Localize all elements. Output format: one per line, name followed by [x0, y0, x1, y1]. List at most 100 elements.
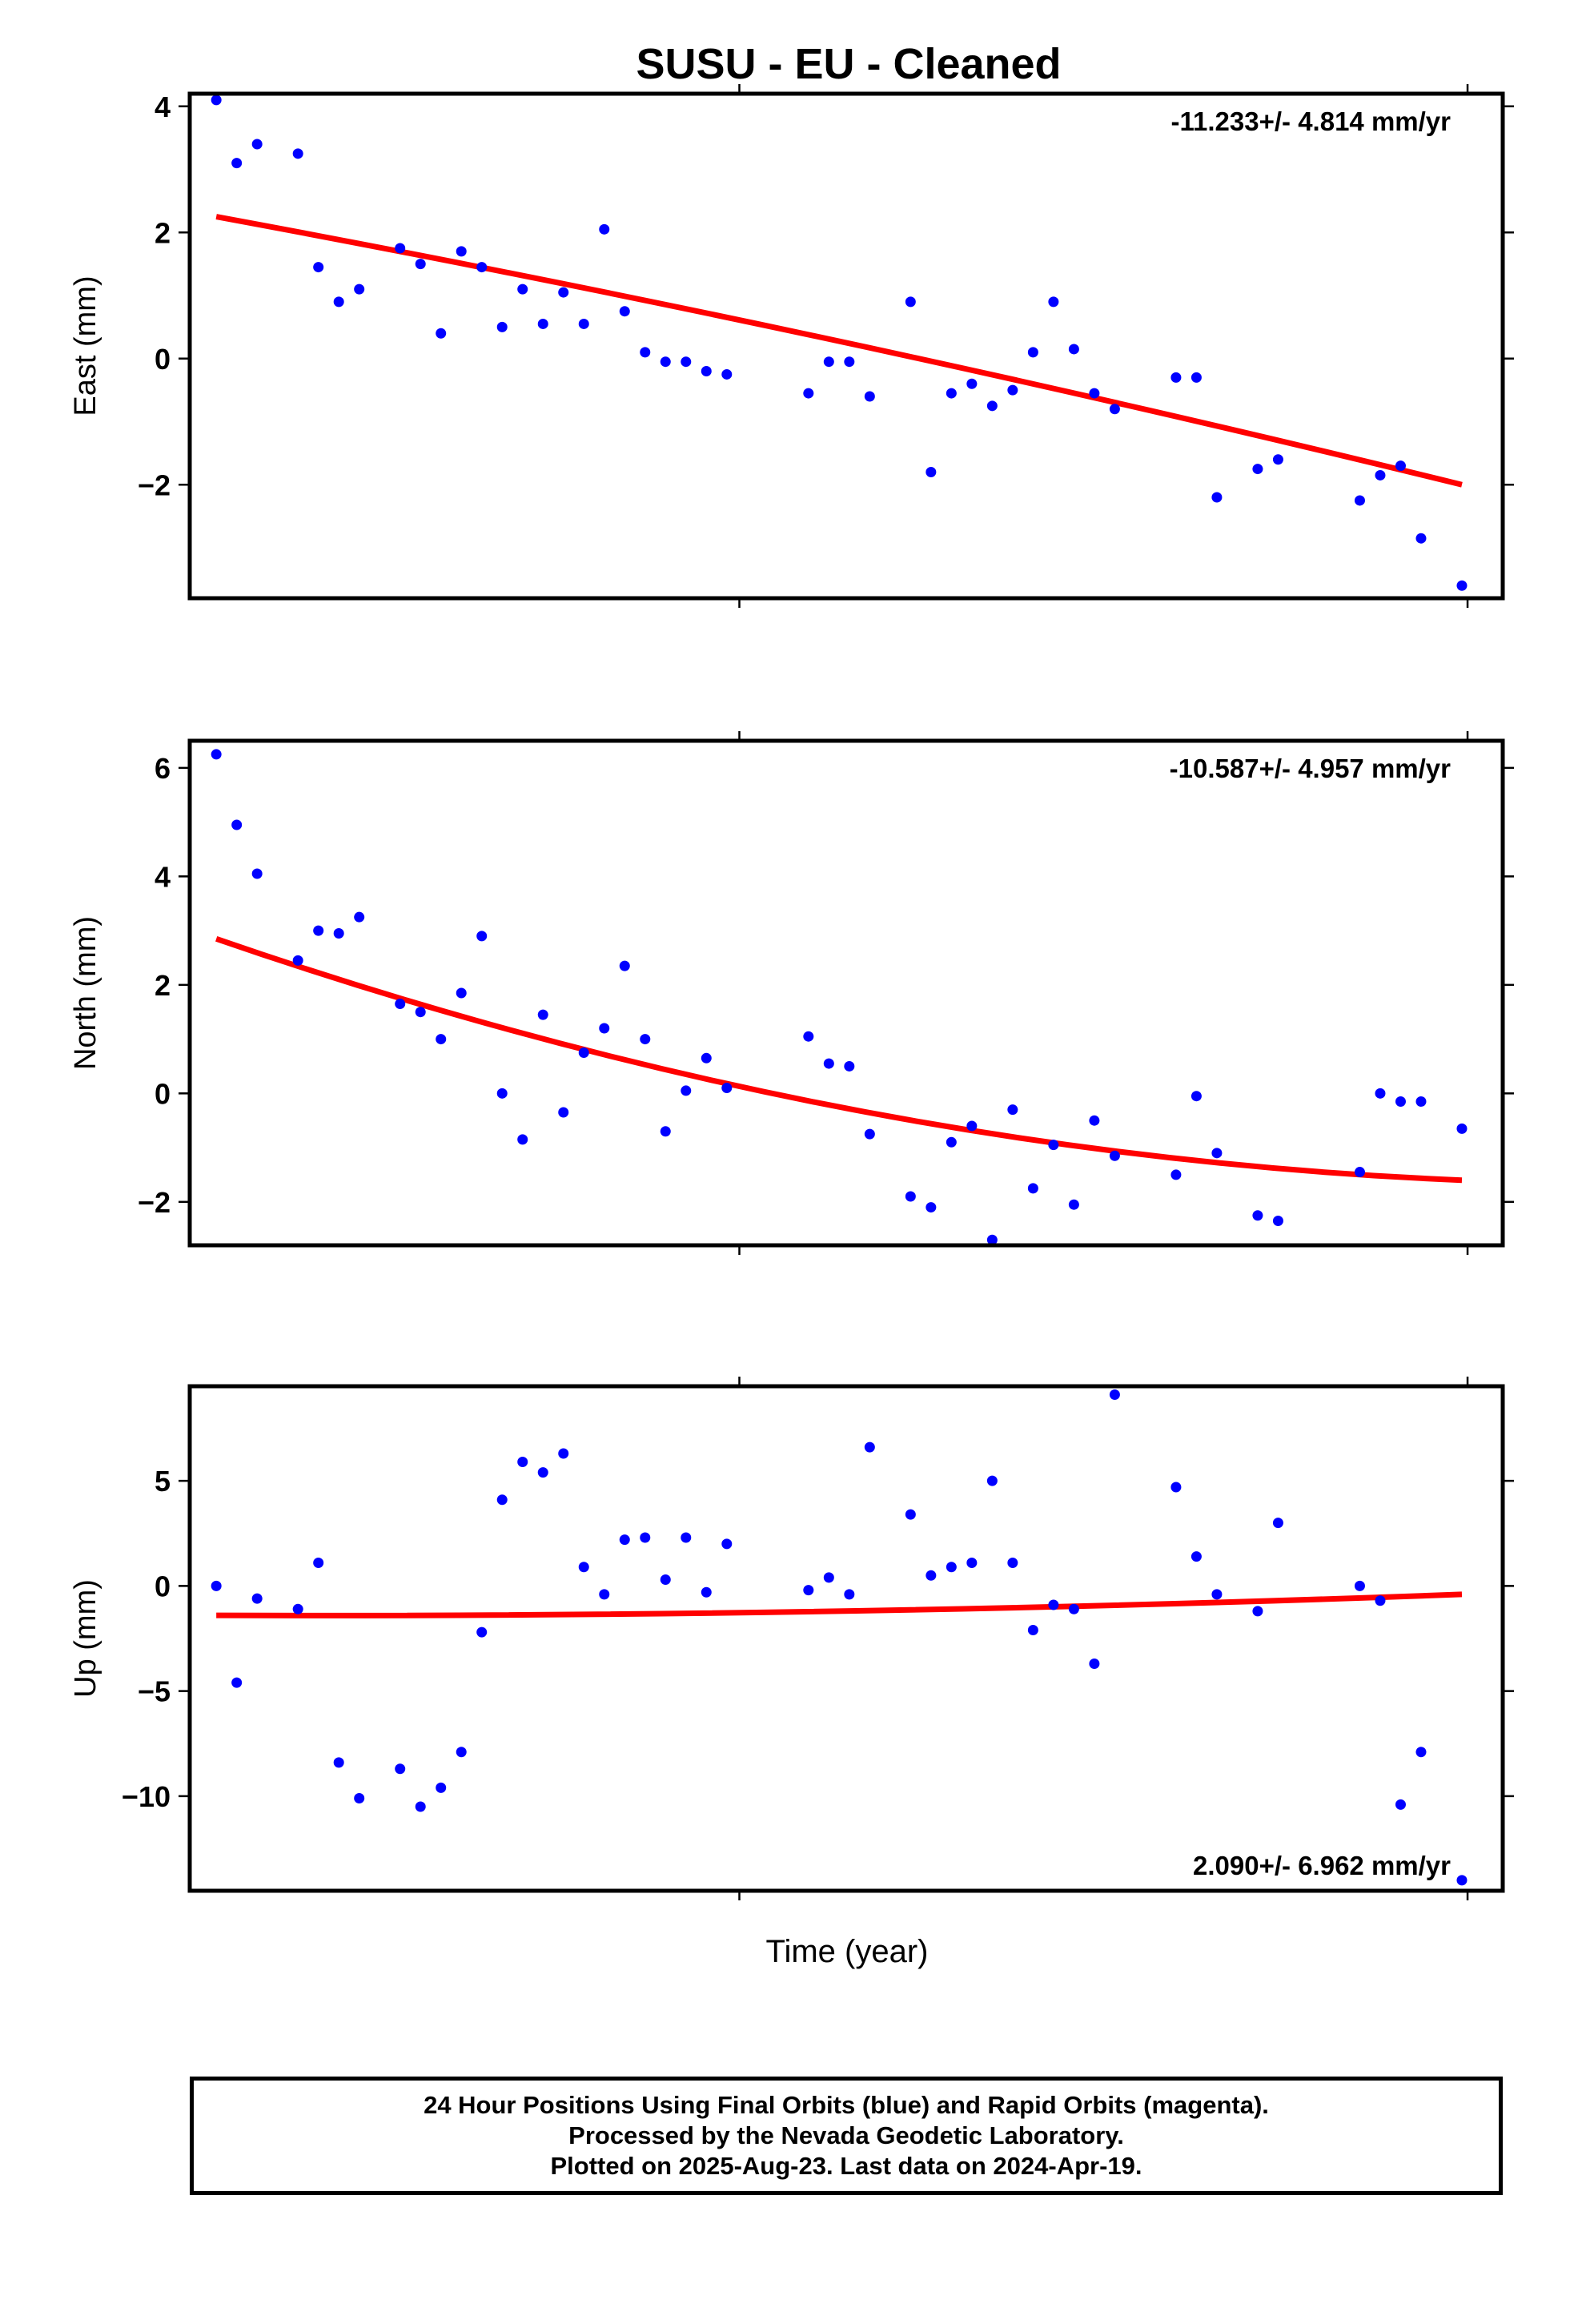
data-point — [681, 1085, 692, 1096]
data-point — [640, 1034, 651, 1045]
data-point — [537, 1009, 548, 1020]
data-point — [1252, 1606, 1263, 1617]
data-point — [803, 1585, 814, 1596]
data-point — [517, 283, 528, 295]
data-point — [660, 356, 671, 368]
y-tick-label: 0 — [155, 1077, 171, 1110]
data-point — [1456, 1123, 1468, 1134]
data-point — [721, 368, 733, 380]
data-point — [986, 400, 998, 412]
data-point — [660, 1126, 671, 1137]
data-point — [926, 467, 937, 477]
chart-title: SUSU - EU - Cleaned — [636, 40, 1061, 88]
data-point — [1354, 495, 1365, 506]
y-tick-label: 4 — [155, 860, 171, 893]
data-point — [578, 1562, 589, 1573]
y-tick-label: −10 — [122, 1780, 171, 1813]
data-point — [619, 1534, 630, 1546]
data-point — [313, 262, 324, 273]
data-point — [966, 1120, 978, 1132]
fit-line — [215, 214, 1463, 488]
data-point — [640, 1532, 651, 1543]
data-point — [864, 1441, 875, 1453]
fit-line — [215, 935, 1463, 1184]
data-point — [333, 927, 344, 939]
data-point — [1027, 1183, 1038, 1194]
data-point — [496, 321, 508, 332]
data-point — [905, 296, 916, 308]
data-point — [701, 1052, 712, 1063]
data-point — [313, 1558, 324, 1568]
data-point — [1272, 454, 1283, 465]
plot-frame — [187, 91, 1505, 601]
data-point — [476, 262, 488, 273]
data-point — [558, 1448, 569, 1459]
data-point — [1415, 1096, 1427, 1107]
footer-box: 24 Hour Positions Using Final Orbits (bl… — [190, 2077, 1503, 2195]
data-point — [823, 1572, 834, 1583]
data-point — [599, 223, 610, 235]
data-point — [1109, 404, 1120, 415]
data-point — [395, 243, 406, 254]
data-point — [946, 388, 957, 399]
data-point — [681, 1532, 692, 1543]
data-point — [1252, 464, 1263, 475]
data-point — [1456, 1875, 1468, 1886]
data-point — [231, 819, 243, 830]
data-point — [1375, 469, 1386, 480]
data-point — [1375, 1088, 1386, 1099]
data-point — [1191, 372, 1202, 383]
data-point — [537, 318, 548, 329]
data-point — [456, 1747, 467, 1758]
y-tick-label: 0 — [155, 343, 171, 376]
data-point — [1089, 388, 1100, 399]
data-point — [292, 148, 303, 159]
velocity-label: 2.090+/- 6.962 mm/yr — [1193, 1851, 1451, 1880]
data-point — [803, 388, 814, 399]
data-point — [599, 1589, 610, 1600]
data-point — [1109, 1150, 1120, 1161]
data-point — [436, 1782, 447, 1793]
data-point — [578, 318, 589, 329]
y-tick-label: 2 — [155, 216, 171, 249]
data-point — [1068, 1199, 1079, 1210]
data-point — [1354, 1167, 1365, 1178]
y-tick-label: −2 — [138, 468, 171, 501]
data-point — [1170, 1482, 1182, 1493]
data-point — [1191, 1551, 1202, 1562]
data-point — [1252, 1210, 1263, 1221]
fit-line — [216, 1591, 1463, 1618]
x-axis-label: Time (year) — [766, 1934, 929, 1969]
data-point — [1395, 460, 1406, 472]
y-tick-label: 4 — [155, 90, 171, 123]
data-point — [251, 139, 263, 150]
data-point — [864, 391, 875, 402]
y-axis-label: East (mm) — [69, 275, 102, 416]
data-point — [986, 1234, 998, 1245]
data-point — [415, 1007, 426, 1018]
data-point — [1170, 1169, 1182, 1180]
y-tick-label: 0 — [155, 1570, 171, 1602]
data-point — [1007, 1104, 1018, 1116]
y-axis-label: Up (mm) — [69, 1579, 102, 1698]
data-point — [231, 1677, 243, 1688]
velocity-label: -10.587+/- 4.957 mm/yr — [1170, 754, 1451, 783]
footer-line-2: Processed by the Nevada Geodetic Laborat… — [568, 2121, 1124, 2149]
data-point — [313, 925, 324, 936]
data-point — [1170, 372, 1182, 383]
data-point — [823, 356, 834, 368]
data-point — [456, 987, 467, 999]
data-point — [803, 1031, 814, 1042]
data-point — [1048, 1599, 1059, 1610]
data-point — [844, 1060, 855, 1072]
panel-north: −2 0 2 4 6 North (mm) -10.587+/- 4.957 mm/yr — [69, 731, 1514, 1255]
data-point — [1211, 1148, 1223, 1159]
data-point — [517, 1457, 528, 1467]
data-point — [905, 1191, 916, 1202]
data-point — [619, 960, 630, 971]
data-point — [1211, 1589, 1223, 1600]
footer-line-3: Plotted on 2025-Aug-23. Last data on 202… — [550, 2152, 1142, 2180]
data-point — [517, 1134, 528, 1145]
data-point — [986, 1475, 998, 1486]
